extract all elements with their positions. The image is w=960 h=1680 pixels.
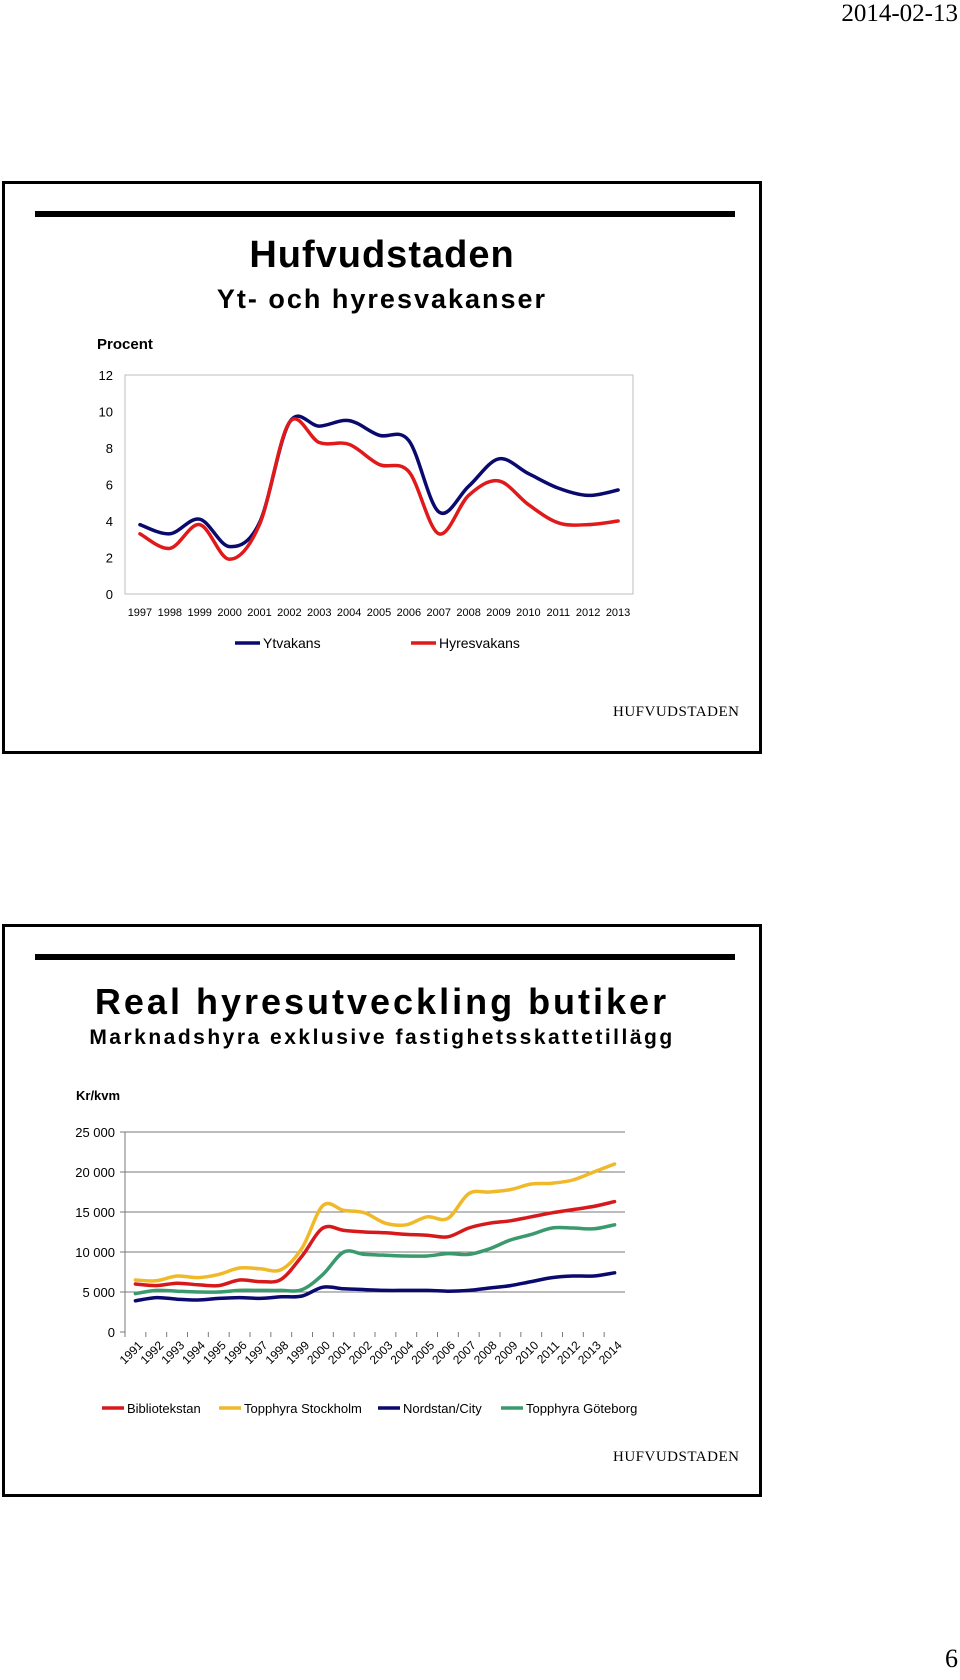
series-line-nordstan-city — [133, 1271, 617, 1303]
legend-label: Topphyra Stockholm — [244, 1401, 362, 1416]
page-number: 6 — [945, 1644, 958, 1673]
slide-top-bar — [35, 211, 735, 217]
y-tick-label: 0 — [106, 587, 113, 602]
chart-title: Hufvudstaden — [249, 234, 515, 276]
x-tick-label: 2009 — [486, 607, 510, 619]
y-tick-label: 2 — [106, 551, 113, 566]
y-tick-label: 20 000 — [75, 1165, 115, 1180]
legend-label: Ytvakans — [263, 635, 321, 651]
y-axis-label: Kr/kvm — [76, 1088, 120, 1103]
x-tick-label: 1999 — [187, 607, 211, 619]
y-tick-label: 12 — [99, 368, 113, 383]
chart-title: Real hyresutveckling butiker — [94, 981, 670, 1022]
y-tick-label: 8 — [106, 441, 113, 456]
legend-label: Bibliotekstan — [127, 1401, 201, 1416]
x-tick-label: 2002 — [277, 607, 301, 619]
y-tick-label: 15 000 — [75, 1205, 115, 1220]
plot-area — [124, 374, 634, 595]
slide-rent-chart: Real hyresutveckling butiker Marknadshyr… — [2, 924, 762, 1497]
x-tick-label: 2010 — [516, 607, 540, 619]
slide-vacancy-chart: Hufvudstaden Yt- och hyresvakanser Proce… — [2, 181, 762, 754]
y-tick-label: 10 — [99, 405, 113, 420]
series-line-bibliotekstan — [133, 1199, 617, 1288]
y-tick-label: 4 — [106, 514, 113, 529]
series-line-topphyra-g-teborg — [133, 1223, 617, 1296]
x-tick-label: 2005 — [367, 607, 391, 619]
y-tick-label: 5 000 — [82, 1285, 115, 1300]
hufvudstaden-logo: HUFVUDSTADEN — [613, 1449, 740, 1465]
x-tick-label: 2012 — [576, 607, 600, 619]
x-tick-label: 2013 — [606, 607, 630, 619]
chart-subtitle: Yt- och hyresvakanser — [216, 284, 548, 314]
y-axis-label: Procent — [97, 336, 153, 353]
x-tick-label: 2007 — [427, 607, 451, 619]
hufvudstaden-logo: HUFVUDSTADEN — [613, 704, 740, 720]
y-tick-label: 6 — [106, 478, 113, 493]
x-tick-label: 2000 — [217, 607, 241, 619]
legend-label: Hyresvakans — [439, 635, 520, 651]
x-tick-label: 2011 — [546, 607, 570, 619]
y-tick-label: 10 000 — [75, 1245, 115, 1260]
slide-top-bar — [35, 954, 735, 960]
y-tick-label: 0 — [108, 1325, 115, 1340]
y-tick-label: 25 000 — [75, 1125, 115, 1140]
x-tick-label: 2008 — [456, 607, 480, 619]
header-date: 2014-02-13 — [841, 0, 958, 27]
series-line-ytvakans — [138, 414, 620, 549]
series-line-topphyra-stockholm — [133, 1162, 617, 1283]
x-tick-label: 2001 — [247, 607, 271, 619]
vacancy-line-chart: Procent 0 2 4 6 8 10 12 1997 1998 1999 2000 2001 2002… — [97, 336, 634, 651]
x-tick-label: 2006 — [397, 607, 421, 619]
legend-label: Nordstan/City — [403, 1401, 482, 1416]
chart-subtitle: Marknadshyra exklusive fastighetsskattet… — [89, 1026, 675, 1049]
legend-label: Topphyra Göteborg — [526, 1401, 637, 1416]
x-tick-label: 2003 — [307, 607, 331, 619]
x-tick-label: 1997 — [128, 607, 152, 619]
x-tick-label: 2004 — [337, 607, 361, 619]
x-tick-label: 1998 — [158, 607, 182, 619]
series-line-hyresvakans — [138, 417, 620, 562]
x-tick-label: 2014 — [596, 1338, 625, 1367]
